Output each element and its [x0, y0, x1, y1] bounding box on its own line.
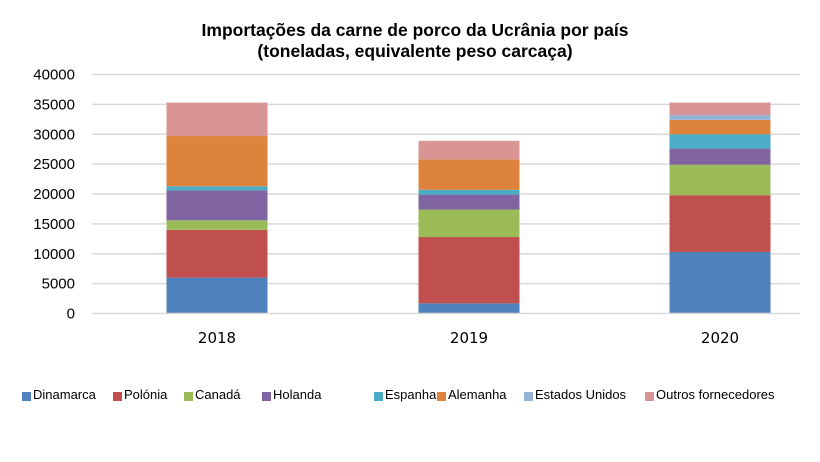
legend-item-polónia: Polónia	[113, 387, 167, 402]
bar-segment-outros-fornecedores-2018	[166, 102, 268, 137]
stacked-bar-chart: 0 5000 10000 15000 20000 25000 30000 35000 40000…	[33, 67, 800, 347]
legend-swatch	[374, 392, 383, 401]
bar-segment-outros-fornecedores-2019	[418, 140, 520, 160]
chart-title-line-2: (toneladas, equivalente peso carcaça)	[257, 41, 573, 61]
y-tick-label: 0	[67, 306, 75, 323]
legend-item-alemanha: Alemanha	[437, 387, 507, 402]
bar-segment-estados-unidos-2020	[669, 115, 771, 120]
chart-title: Importações da carne de porco da Ucrânia…	[0, 20, 820, 62]
legend-swatch	[184, 392, 193, 401]
legend-item-canadá: Canadá	[184, 387, 241, 402]
bar-segment-canadá-2019	[418, 209, 520, 238]
y-tick-label: 20000	[33, 186, 75, 203]
legend-swatch	[437, 392, 446, 401]
legend-item-estados-unidos: Estados Unidos	[524, 387, 626, 402]
bar-segment-espanha-2018	[166, 186, 268, 191]
y-tick-label: 40000	[33, 67, 75, 84]
y-tick-label: 5000	[42, 276, 75, 293]
legend-label: Holanda	[273, 387, 322, 402]
legend-item-espanha: Espanha	[374, 387, 436, 402]
bar-segment-polónia-2019	[418, 237, 520, 304]
bar-segment-espanha-2020	[669, 134, 771, 149]
bar-segment-canadá-2020	[669, 164, 771, 196]
legend-label: Polónia	[124, 387, 168, 402]
legend-swatch	[262, 392, 271, 401]
legend-label: Canadá	[195, 387, 241, 402]
bar-segment-dinamarca-2020	[669, 251, 771, 314]
bar-segment-outros-fornecedores-2020	[669, 102, 771, 116]
y-tick-label: 35000	[33, 96, 75, 113]
bar-segment-alemanha-2019	[418, 159, 520, 190]
legend-label: Espanha	[385, 387, 437, 402]
legend-item-dinamarca: Dinamarca	[22, 387, 96, 402]
x-tick-label: 2019	[450, 329, 488, 347]
legend-swatch	[645, 392, 654, 401]
legend-swatch	[22, 392, 31, 401]
y-tick-label: 30000	[33, 126, 75, 143]
x-tick-label: 2020	[701, 329, 739, 347]
y-tick-label: 25000	[33, 156, 75, 173]
y-tick-label: 10000	[33, 246, 75, 263]
bar-segment-canadá-2018	[166, 220, 268, 230]
bar-segment-polónia-2020	[669, 195, 771, 252]
bar-segment-dinamarca-2019	[418, 303, 520, 314]
legend-label: Dinamarca	[33, 387, 96, 402]
legend-item-outros-fornecedores: Outros fornecedores	[645, 387, 775, 402]
bar-segment-polónia-2018	[166, 229, 268, 278]
legend-label: Estados Unidos	[535, 387, 627, 402]
legend-swatch	[524, 392, 533, 401]
bar-segment-holanda-2018	[166, 190, 268, 221]
bar-segment-alemanha-2020	[669, 119, 771, 135]
legend-label: Outros fornecedores	[656, 387, 775, 402]
chart-title-line-1: Importações da carne de porco da Ucrânia…	[201, 20, 629, 40]
legend-label: Alemanha	[448, 387, 507, 402]
bar-segment-dinamarca-2018	[166, 277, 268, 314]
bar-segment-espanha-2019	[418, 189, 520, 195]
bar-segment-holanda-2020	[669, 148, 771, 165]
bar-segment-holanda-2019	[418, 194, 520, 210]
legend-swatch	[113, 392, 122, 401]
x-tick-label: 2018	[198, 329, 236, 347]
y-tick-label: 15000	[33, 216, 75, 233]
legend-item-holanda: Holanda	[262, 387, 321, 402]
bar-segment-alemanha-2018	[166, 136, 268, 187]
